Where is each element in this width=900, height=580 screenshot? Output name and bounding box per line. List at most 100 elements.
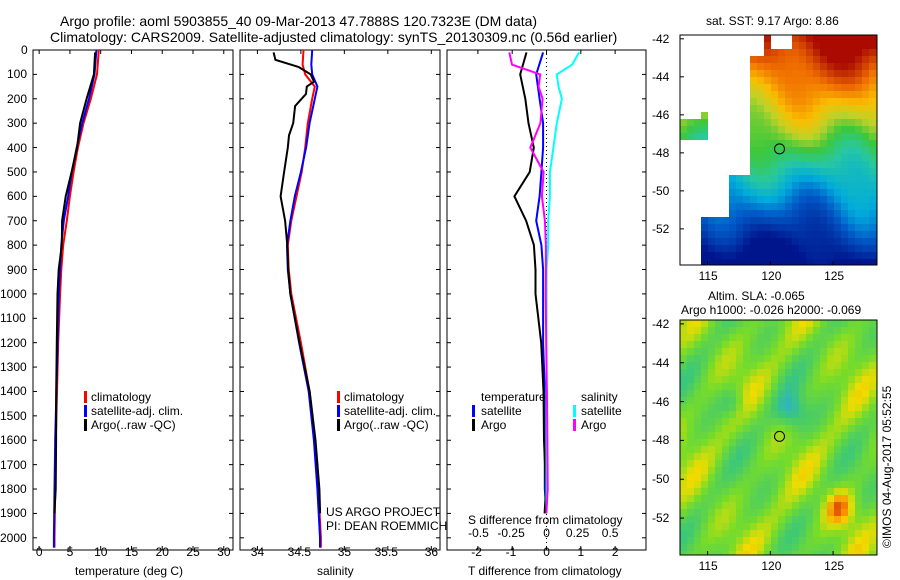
map-cell xyxy=(778,327,785,334)
map-cell xyxy=(771,362,778,369)
map-cell xyxy=(715,126,722,133)
map-cell xyxy=(722,259,729,265)
map-cell xyxy=(778,91,785,98)
map-cell xyxy=(771,238,778,245)
map-cell xyxy=(680,397,687,404)
map-cell xyxy=(687,252,694,259)
map-cell xyxy=(862,210,869,217)
map-cell xyxy=(722,84,729,91)
map-cell xyxy=(841,217,848,224)
map-cell xyxy=(701,439,708,446)
map-cell xyxy=(834,238,841,245)
map-cell xyxy=(778,523,785,530)
map-cell xyxy=(792,140,799,147)
map-cell xyxy=(827,196,834,203)
map-cell xyxy=(862,70,869,77)
map-cell xyxy=(799,544,806,551)
map-cell xyxy=(757,168,764,175)
map-cell xyxy=(764,196,771,203)
map-cell xyxy=(750,49,757,56)
map-cell xyxy=(792,147,799,154)
map-cell xyxy=(785,63,792,70)
map-cell xyxy=(785,140,792,147)
map-cell xyxy=(813,196,820,203)
series-line-s-satellite xyxy=(545,51,580,514)
map-cell xyxy=(855,105,862,112)
map-cell xyxy=(687,49,694,56)
map-cell xyxy=(701,334,708,341)
x-tick-label: 35 xyxy=(337,545,352,559)
map-cell xyxy=(680,210,687,217)
map-cell xyxy=(701,320,708,327)
map-cell xyxy=(848,432,855,439)
map-cell xyxy=(708,77,715,84)
map-cell xyxy=(848,348,855,355)
map-cell xyxy=(820,397,827,404)
map-cell xyxy=(778,140,785,147)
map-cell xyxy=(694,245,701,252)
map-cell xyxy=(806,362,813,369)
map-cell xyxy=(764,537,771,544)
map-cell xyxy=(687,126,694,133)
depth-tick: 0 xyxy=(21,43,28,57)
map-cell xyxy=(729,523,736,530)
map-cell xyxy=(841,516,848,523)
map-cell xyxy=(736,488,743,495)
map-cell xyxy=(827,119,834,126)
map-cell xyxy=(834,224,841,231)
map-cell xyxy=(841,502,848,509)
map-cell xyxy=(785,98,792,105)
map-cell xyxy=(680,516,687,523)
map-cell xyxy=(869,119,876,126)
map-cell xyxy=(855,217,862,224)
map-cell xyxy=(806,189,813,196)
map-cell xyxy=(799,77,806,84)
map-cell xyxy=(855,481,862,488)
map-cell xyxy=(862,252,869,259)
map-cell xyxy=(743,168,750,175)
map-cell xyxy=(757,56,764,63)
x-tick-label: 15 xyxy=(124,545,139,559)
map-cell xyxy=(869,523,876,530)
map-cell xyxy=(764,390,771,397)
map-cell xyxy=(701,42,708,49)
map-cell xyxy=(757,502,764,509)
x-tick-label: 1 xyxy=(577,545,585,559)
map-cell xyxy=(820,189,827,196)
map-cell xyxy=(701,530,708,537)
map-cell xyxy=(799,523,806,530)
map-cell xyxy=(855,126,862,133)
map-cell xyxy=(834,252,841,259)
map-cell xyxy=(855,210,862,217)
map-cell xyxy=(799,355,806,362)
map-cell xyxy=(729,369,736,376)
map-cell xyxy=(778,383,785,390)
map-cell xyxy=(764,460,771,467)
map-cell xyxy=(680,509,687,516)
map-cell xyxy=(694,376,701,383)
map-cell xyxy=(729,182,736,189)
map-cell xyxy=(757,182,764,189)
depth-tick: 1800 xyxy=(0,482,27,497)
map-cell xyxy=(855,474,862,481)
map-cell xyxy=(834,320,841,327)
map-cell xyxy=(771,126,778,133)
map-cell xyxy=(813,369,820,376)
map-cell xyxy=(834,196,841,203)
map-cell xyxy=(680,369,687,376)
map-cell xyxy=(757,203,764,210)
map-cell xyxy=(680,453,687,460)
map-cell xyxy=(687,168,694,175)
map-cell xyxy=(736,404,743,411)
map-cell xyxy=(869,168,876,175)
map-cell xyxy=(722,474,729,481)
map-cell xyxy=(736,376,743,383)
map-cell xyxy=(750,453,757,460)
map-cell xyxy=(722,439,729,446)
map-cell xyxy=(792,390,799,397)
map-cell xyxy=(764,411,771,418)
map-cell xyxy=(841,105,848,112)
map-cell xyxy=(778,84,785,91)
map-cell xyxy=(743,91,750,98)
map-cell xyxy=(813,453,820,460)
